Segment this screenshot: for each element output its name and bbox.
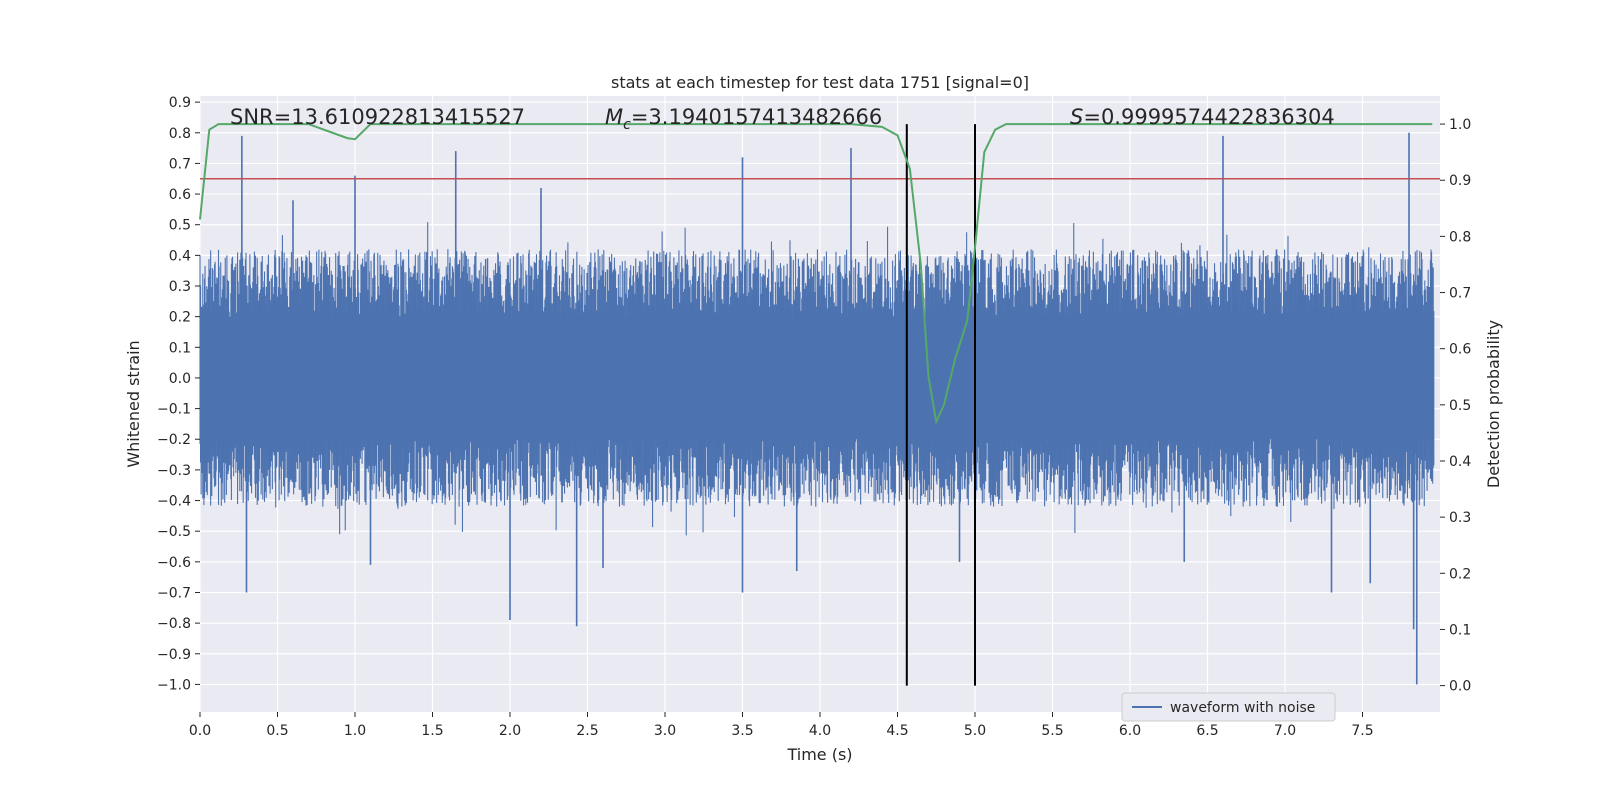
y-tick-label-0: 0.9	[169, 95, 191, 111]
y2-tick-label-1: 0.9	[1449, 173, 1471, 189]
waveform-series	[199, 132, 1435, 685]
y-tick-label-3: 0.6	[169, 187, 191, 203]
snr-annotation: SNR=13.610922813415527	[230, 105, 525, 129]
y-tick-label-10: −0.1	[157, 402, 191, 418]
y-tick-label-4: 0.5	[169, 218, 191, 234]
legend: waveform with noise	[1121, 692, 1336, 722]
y-axis-label: Whitened strain	[124, 340, 143, 467]
legend-box	[1121, 692, 1336, 722]
y-tick-label-15: −0.6	[157, 555, 191, 571]
x-tick-label-0: 0.0	[189, 723, 211, 739]
y-tick-label-11: −0.2	[157, 432, 191, 448]
y-tick-label-19: −1.0	[157, 677, 191, 693]
y2-tick-label-8: 0.2	[1449, 566, 1471, 582]
x-tick-label-11: 5.5	[1041, 723, 1063, 739]
x-axis-label: Time (s)	[786, 745, 852, 764]
y-tick-label-9: 0.0	[169, 371, 191, 387]
x-tick-label-5: 2.5	[576, 723, 598, 739]
y2-tick-label-3: 0.7	[1449, 286, 1471, 302]
x-tick-label-12: 6.0	[1119, 723, 1141, 739]
y-tick-label-16: −0.7	[157, 585, 191, 601]
overlay-lines	[199, 123, 1440, 686]
y-tick-label-18: −0.9	[157, 647, 191, 663]
y-tick-label-5: 0.4	[169, 248, 191, 264]
y-tick-label-12: −0.3	[157, 463, 191, 479]
x-tick-label-10: 5.0	[964, 723, 986, 739]
y2-tick-label-5: 0.5	[1449, 398, 1471, 414]
tick-labels: 0.0 0.5 1.0 1.5 2.0 2.5 3.0 3.5 4.0 4.5 5.0 5.5 6.0 6…	[157, 95, 1471, 739]
y2-tick-label-0: 1.0	[1449, 117, 1471, 133]
s-symbol: S	[1070, 105, 1083, 129]
x-tick-label-14: 7.0	[1274, 723, 1296, 739]
y2-tick-label-6: 0.4	[1449, 454, 1471, 470]
detection-probability-line	[199, 123, 1433, 426]
legend-label-waveform: waveform with noise	[1170, 700, 1315, 716]
x-tick-label-7: 3.5	[731, 723, 753, 739]
x-tick-label-8: 4.0	[809, 723, 831, 739]
y-tick-label-14: −0.5	[157, 524, 191, 540]
y2-tick-label-10: 0.0	[1449, 679, 1471, 695]
x-tick-label-4: 2.0	[499, 723, 521, 739]
x-tick-label-3: 1.5	[421, 723, 443, 739]
y-tick-label-7: 0.2	[169, 310, 191, 326]
x-tick-label-1: 0.5	[266, 723, 288, 739]
x-tick-label-13: 6.5	[1196, 723, 1218, 739]
y2-tick-label-7: 0.3	[1449, 510, 1471, 526]
y2-tick-label-2: 0.8	[1449, 229, 1471, 245]
x-tick-label-6: 3.0	[654, 723, 676, 739]
x-tick-label-2: 1.0	[344, 723, 366, 739]
y2-tick-label-4: 0.6	[1449, 342, 1471, 358]
y2-tick-label-9: 0.1	[1449, 622, 1471, 638]
chart-title: stats at each timestep for test data 175…	[611, 73, 1029, 92]
mc-symbol: M	[605, 105, 623, 129]
mc-value: =3.1940157413482666	[631, 105, 882, 129]
y-tick-label-17: −0.8	[157, 616, 191, 632]
y-tick-label-6: 0.3	[169, 279, 191, 295]
x-tick-label-9: 4.5	[886, 723, 908, 739]
chirp-mass-annotation: Mc=3.1940157413482666	[605, 105, 882, 133]
y2-axis-label: Detection probability	[1484, 320, 1503, 488]
s-value: =0.9999574422836304	[1083, 105, 1334, 129]
y-tick-label-1: 0.8	[169, 126, 191, 142]
x-tick-label-15: 7.5	[1351, 723, 1373, 739]
y-tick-label-13: −0.4	[157, 494, 191, 510]
waveform-dense-core	[200, 316, 1434, 440]
y-tick-label-2: 0.7	[169, 156, 191, 172]
y-tick-label-8: 0.1	[169, 340, 191, 356]
mc-subscript: c	[623, 117, 631, 133]
statistic-annotation: S=0.9999574422836304	[1070, 105, 1335, 129]
